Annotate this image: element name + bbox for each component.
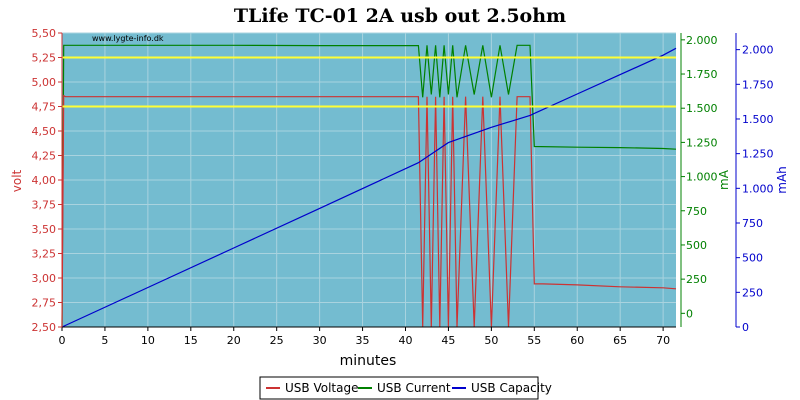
y-right2-tick-label-2: 500 — [742, 252, 763, 265]
y-right2-tick-label-7: 1.750 — [742, 78, 774, 91]
chart-title: TLife TC-01 2A usb out 2.5ohm — [234, 5, 566, 27]
y-right2-axis: 0 250 500 750 1.000 1.250 1.500 1.750 2.000 — [735, 33, 774, 334]
y-right1-tick-label-0: 0 — [686, 307, 693, 320]
x-tick-label-13: 65 — [613, 334, 627, 347]
series-line-usb-voltage — [61, 94, 677, 328]
x-tick-label-3: 15 — [184, 334, 198, 347]
series-line-usb-current — [61, 44, 677, 328]
x-tick-label-2: 10 — [141, 334, 155, 347]
y-left-tick-label-11: 5,25 — [32, 52, 57, 65]
plot-area: www.lygte-info.dk — [61, 32, 677, 328]
y-right2-tick-label-5: 1.250 — [742, 148, 774, 161]
y-left-tick-label-10: 5,00 — [32, 76, 57, 89]
x-tick-label-5: 25 — [270, 334, 284, 347]
y-right1-tick-label-5: 1.250 — [686, 136, 718, 149]
x-axis: 0 5 10 15 20 25 30 35 40 45 50 55 60 65 70 — [59, 326, 676, 347]
watermark: www.lygte-info.dk — [92, 34, 164, 43]
y-left-tick-label-1: 2,75 — [32, 297, 57, 310]
y-right1-tick-label-3: 750 — [686, 205, 707, 218]
y-left-tick-label-12: 5,50 — [32, 27, 57, 40]
y-left-tick-label-6: 4,00 — [32, 174, 57, 187]
legend: USB Voltage USB Current USB Capacity — [259, 376, 552, 400]
y-right1-tick-label-2: 500 — [686, 239, 707, 252]
y-left-axis: 2,50 2,75 3,00 3,25 3,50 3,75 4,00 4,25 4,50 4,75… — [32, 27, 63, 334]
x-tick-label-0: 0 — [59, 334, 66, 347]
legend-label-1: USB Current — [377, 381, 451, 395]
y-right1-tick-label-4: 1.000 — [686, 171, 718, 184]
x-tick-label-8: 40 — [398, 334, 412, 347]
legend-box — [259, 376, 539, 400]
x-tick-label-10: 50 — [484, 334, 498, 347]
y-left-tick-label-8: 4,50 — [32, 125, 57, 138]
y-right2-tick-label-8: 2.000 — [742, 44, 774, 57]
y-left-axis-label: volt — [10, 169, 24, 192]
y-left-tick-label-5: 3,75 — [32, 199, 57, 212]
y-right1-tick-label-8: 2.000 — [686, 34, 718, 47]
x-tick-label-14: 70 — [656, 334, 670, 347]
y-left-tick-label-7: 4,25 — [32, 150, 57, 163]
y-right2-tick-label-6: 1.500 — [742, 113, 774, 126]
y-right2-tick-label-3: 750 — [742, 217, 763, 230]
x-tick-label-7: 35 — [356, 334, 370, 347]
y-right1-tick-label-7: 1.750 — [686, 68, 718, 81]
legend-label-0: USB Voltage — [285, 381, 358, 395]
series-line-usb-capacity — [61, 47, 677, 328]
y-right1-axis: 0 250 500 750 1.000 1.250 1.500 1.750 2.000 — [680, 33, 718, 327]
legend-label-2: USB Capacity — [471, 381, 552, 395]
y-right2-tick-label-4: 1.000 — [742, 182, 774, 195]
x-tick-label-11: 55 — [527, 334, 541, 347]
y-right1-axis-label: mA — [717, 169, 731, 190]
y-right2-tick-label-0: 0 — [742, 321, 749, 334]
y-left-tick-label-3: 3,25 — [32, 248, 57, 261]
x-tick-label-4: 20 — [227, 334, 241, 347]
y-right1-tick-label-1: 250 — [686, 273, 707, 286]
y-right2-tick-label-1: 250 — [742, 286, 763, 299]
x-axis-label: minutes — [340, 353, 397, 369]
x-tick-label-9: 45 — [441, 334, 455, 347]
y-left-tick-label-4: 3,50 — [32, 223, 57, 236]
x-tick-label-12: 60 — [570, 334, 584, 347]
y-left-tick-label-9: 4,75 — [32, 101, 57, 114]
y-right2-axis-label: mAh — [775, 166, 789, 194]
y-right1-tick-label-6: 1.500 — [686, 102, 718, 115]
y-left-tick-label-2: 3,00 — [32, 272, 57, 285]
x-tick-label-1: 5 — [101, 334, 108, 347]
y-left-tick-label-0: 2,50 — [32, 321, 57, 334]
x-tick-label-6: 30 — [313, 334, 327, 347]
